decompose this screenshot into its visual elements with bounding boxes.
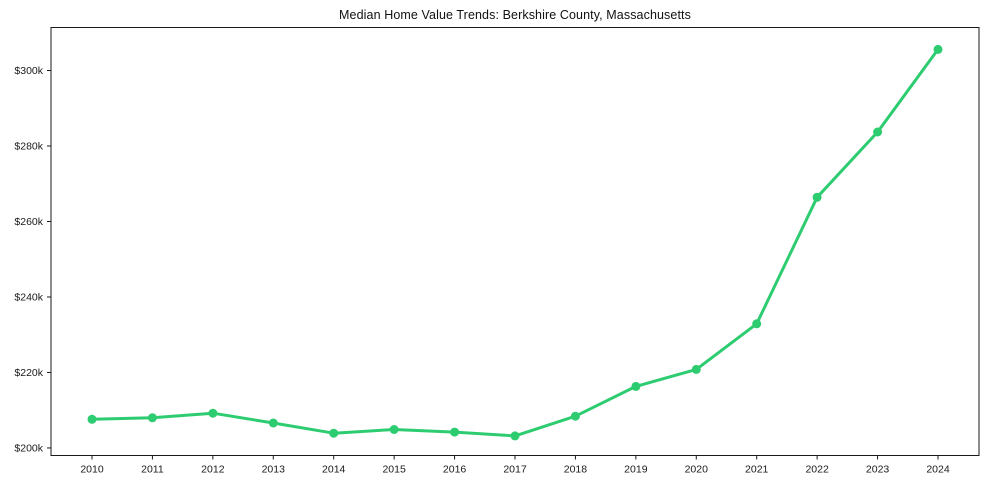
x-axis-tick-label: 2021 (745, 464, 769, 476)
data-point-2019 (631, 381, 641, 391)
x-axis-tick-label: 2019 (624, 464, 648, 476)
x-axis-tick-label: 2013 (262, 464, 286, 476)
x-axis-tick-label: 2018 (564, 464, 588, 476)
x-axis-tick-label: 2015 (382, 464, 406, 476)
chart-title: Median Home Value Trends: Berkshire Coun… (339, 8, 691, 22)
data-point-2022 (812, 192, 822, 202)
y-axis-tick-label: $240k (14, 292, 43, 304)
x-axis-tick-label: 2022 (805, 464, 829, 476)
data-point-2016 (450, 427, 460, 437)
x-axis-tick-label: 2011 (141, 464, 164, 476)
x-axis-tick-label: 2016 (443, 464, 467, 476)
y-axis-tick-label: $280k (14, 141, 43, 153)
data-point-2015 (389, 425, 399, 434)
data-point-2012 (208, 408, 218, 418)
x-axis-tick-label: 2010 (80, 464, 104, 476)
data-point-2013 (268, 418, 278, 428)
plot-border (50, 27, 980, 456)
data-point-2021 (752, 319, 762, 329)
data-point-2020 (691, 364, 701, 374)
x-axis-tick-label: 2017 (503, 464, 527, 476)
x-axis-tick-label: 2020 (685, 464, 709, 476)
data-point-2011 (147, 413, 157, 423)
data-point-2018 (570, 411, 580, 421)
x-axis-tick-label: 2023 (866, 464, 890, 476)
trend-line (90, 47, 940, 438)
data-point-2023 (873, 127, 883, 137)
y-axis-tick-label: $260k (14, 216, 43, 228)
y-axis-tick-label: $300k (14, 65, 43, 77)
data-point-2024 (933, 44, 943, 54)
data-point-2017 (510, 431, 520, 441)
y-axis-tick-label: $220k (14, 367, 43, 379)
data-point-2010 (87, 414, 97, 424)
x-axis-tick-label: 2014 (322, 464, 346, 476)
x-axis-tick-label: 2024 (926, 464, 950, 476)
data-point-2014 (329, 428, 339, 438)
x-axis-tick-label: 2012 (201, 464, 225, 476)
y-axis-tick-label: $200k (14, 443, 43, 455)
